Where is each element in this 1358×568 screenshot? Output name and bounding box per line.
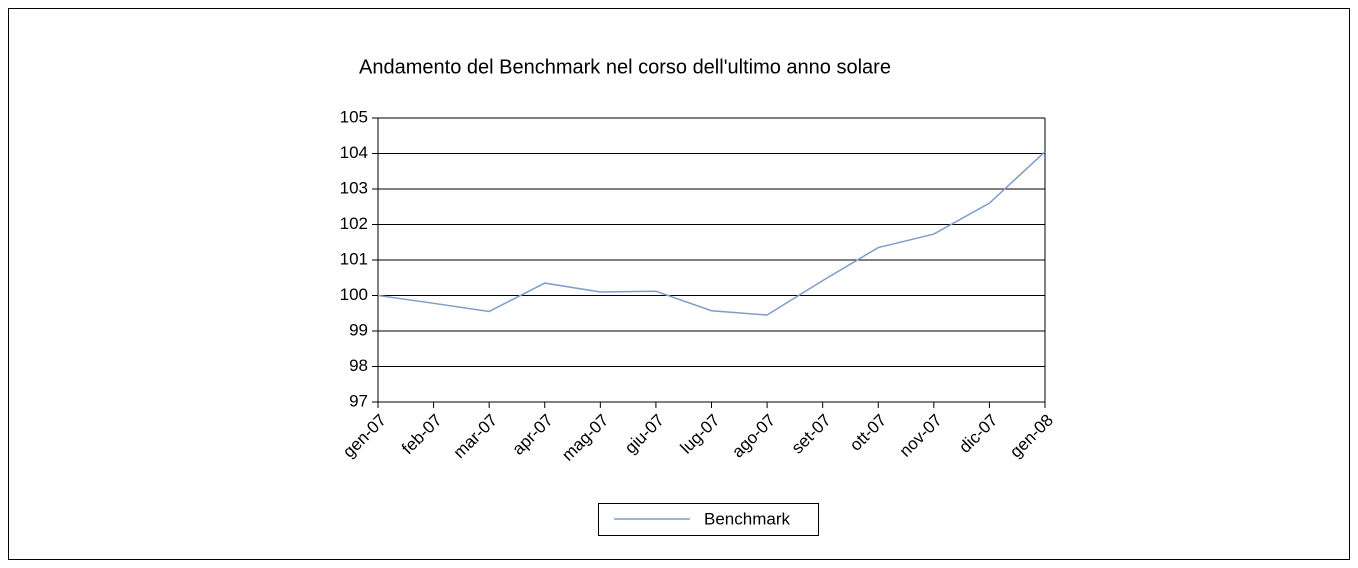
y-tick-label: 97 (349, 391, 368, 410)
y-tick-label: 104 (340, 143, 368, 162)
y-tick-label: 101 (340, 249, 368, 268)
line-series (377, 151, 1046, 316)
y-tick-label: 102 (340, 214, 368, 233)
y-tick-label: 103 (340, 178, 368, 197)
chart-title: Andamento del Benchmark nel corso dell'u… (359, 56, 891, 78)
chart-border (8, 8, 1350, 560)
y-tick-label: 105 (340, 107, 368, 126)
y-tick-label: 98 (349, 356, 368, 375)
y-tick-label: 100 (340, 285, 368, 304)
y-tick-label: 99 (349, 320, 368, 339)
legend-label: Benchmark (704, 509, 790, 528)
